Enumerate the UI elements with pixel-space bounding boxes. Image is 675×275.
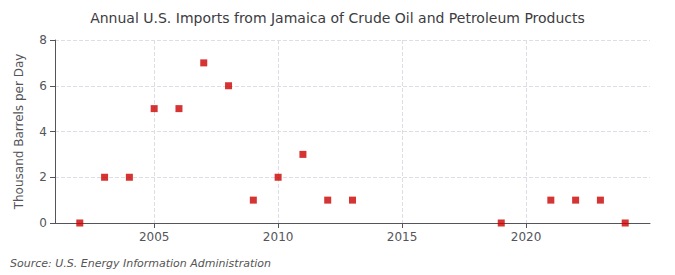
svg-text:2005: 2005 bbox=[139, 230, 170, 244]
svg-text:2: 2 bbox=[39, 170, 47, 184]
svg-text:0: 0 bbox=[39, 216, 47, 230]
svg-text:2020: 2020 bbox=[511, 230, 542, 244]
svg-text:2015: 2015 bbox=[387, 230, 418, 244]
svg-text:Thousand Barrels per Day: Thousand Barrels per Day bbox=[12, 54, 26, 211]
svg-text:2010: 2010 bbox=[263, 230, 294, 244]
svg-text:Source: U.S. Energy Informatio: Source: U.S. Energy Information Administ… bbox=[10, 257, 271, 270]
svg-text:6: 6 bbox=[39, 79, 47, 93]
svg-text:Annual U.S. Imports from Jamai: Annual U.S. Imports from Jamaica of Crud… bbox=[90, 10, 585, 26]
svg-text:4: 4 bbox=[39, 125, 47, 139]
svg-text:8: 8 bbox=[39, 33, 47, 47]
